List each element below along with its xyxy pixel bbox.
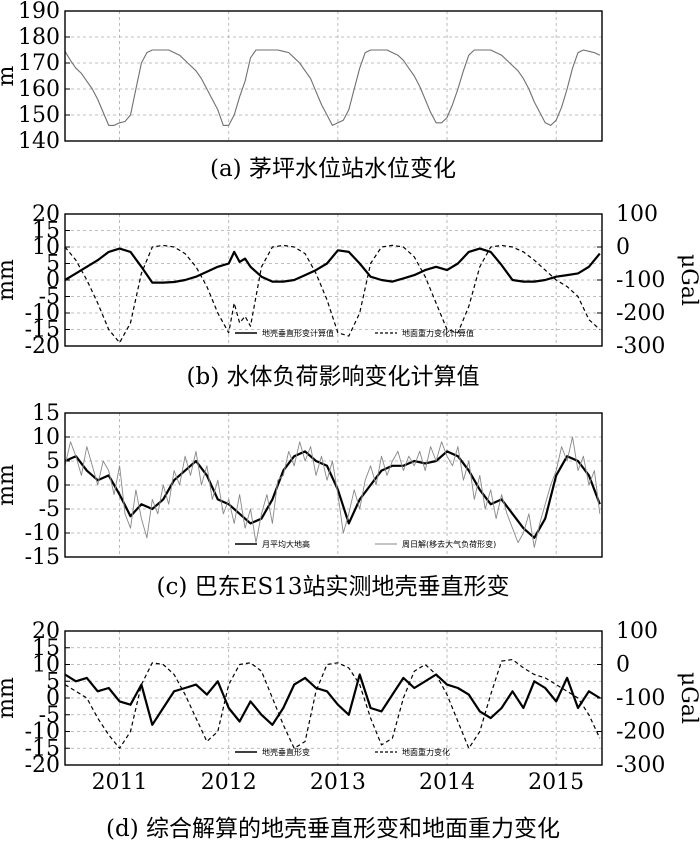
plot-area-b: -20-15-10-505101520mm-300-200-1000100μGa… <box>0 202 700 359</box>
y2-tick-label-d: -100 <box>616 686 665 711</box>
y-tick-label-d: 5 <box>46 669 60 694</box>
y2-tick-label-b: 0 <box>616 235 630 260</box>
y2-tick-label-b: -100 <box>616 268 665 293</box>
series-line-b-1 <box>64 244 601 344</box>
y-tick-label-a: 190 <box>18 0 60 24</box>
y-axis-label-c: mm <box>0 464 19 506</box>
y-tick-label-b: -5 <box>39 285 60 310</box>
y-tick-label-d: 0 <box>46 686 60 711</box>
series-line-d-1 <box>64 658 601 749</box>
y-axis-label-d: mm <box>0 677 19 719</box>
panel-d: -20-15-10-505101520mm-300-200-1000100μGa… <box>0 619 700 842</box>
y2-tick-label-d: -300 <box>616 753 665 778</box>
y-tick-label-c: 5 <box>46 449 60 474</box>
y-tick-label-a: 160 <box>18 77 60 102</box>
caption-c: (c) 巴东ES13站实测地壳垂直形变 <box>157 574 510 600</box>
y2-axis-label-b: μGal <box>676 254 700 306</box>
x-tick-label-d: 2015 <box>528 770 584 795</box>
series-line-d-0 <box>64 673 601 726</box>
x-tick-label-d: 2014 <box>419 770 475 795</box>
y-tick-label-a: 180 <box>18 25 60 50</box>
x-tick-label-d: 2012 <box>201 770 257 795</box>
y2-tick-label-d: -200 <box>616 720 665 745</box>
legend-label-b-0: 地壳垂直形变计算值 <box>262 328 334 338</box>
legend-label-d-0: 地壳垂直形变 <box>262 747 310 757</box>
y-tick-label-b: 0 <box>46 268 60 293</box>
y-tick-label-d: 10 <box>32 653 60 678</box>
y-axis-label-b: mm <box>0 259 19 301</box>
x-tick-label-d: 2013 <box>310 770 366 795</box>
panel-b: -20-15-10-505101520mm-300-200-1000100μGa… <box>0 202 700 390</box>
y-tick-label-a: 140 <box>18 129 60 154</box>
y-tick-label-d: 20 <box>32 619 60 644</box>
y-tick-label-c: 10 <box>32 425 60 450</box>
y-tick-label-a: 150 <box>18 103 60 128</box>
plot-frame-b <box>64 213 603 347</box>
y2-axis-label-d: μGal <box>676 672 700 724</box>
legend-label-d-1: 地面重力变化 <box>402 747 450 757</box>
y2-tick-label-d: 100 <box>616 619 658 644</box>
series-line-b-0 <box>64 247 601 284</box>
plot-frame-a <box>64 10 603 142</box>
y-tick-label-c: 15 <box>32 401 60 426</box>
y-tick-label-b: -15 <box>25 318 60 343</box>
y-tick-label-b: -10 <box>25 301 60 326</box>
y-tick-label-a: 170 <box>18 51 60 76</box>
series-line-c-1 <box>64 436 601 548</box>
y2-tick-label-b: 100 <box>616 202 658 227</box>
legend-label-b-1: 地面重力变化计算值 <box>402 328 474 338</box>
y-tick-label-d: 15 <box>32 636 60 661</box>
series-line-a-0 <box>64 49 601 126</box>
plot-frame-d <box>64 630 603 766</box>
legend-label-c-0: 月平均大地高 <box>262 539 310 549</box>
y-tick-label-b: -20 <box>25 334 60 359</box>
caption-a: (a) 茅坪水位站水位变化 <box>210 156 456 182</box>
y-tick-label-c: -5 <box>39 497 60 522</box>
y-tick-label-c: 0 <box>46 473 60 498</box>
plot-frame-c <box>64 412 603 558</box>
y2-tick-label-d: 0 <box>616 653 630 678</box>
caption-d: (d) 综合解算的地壳垂直形变和地面重力变化 <box>106 816 560 842</box>
y-tick-label-b: 10 <box>32 235 60 260</box>
legend-label-c-1: 周日解(移去大气负荷形变) <box>402 539 496 549</box>
series-line-c-0 <box>64 450 601 539</box>
y-tick-label-d: -5 <box>39 703 60 728</box>
caption-b: (b) 水体负荷影响变化计算值 <box>187 364 480 390</box>
plot-area-d: -20-15-10-505101520mm-300-200-1000100μGa… <box>0 619 700 795</box>
y-tick-label-c: -10 <box>25 521 60 546</box>
y-tick-label-c: -15 <box>25 545 60 570</box>
y2-tick-label-b: -300 <box>616 334 665 359</box>
y-tick-label-d: -20 <box>25 753 60 778</box>
y-tick-label-b: 5 <box>46 252 60 277</box>
y-tick-label-b: 20 <box>32 202 60 227</box>
y-tick-label-d: -15 <box>25 736 60 761</box>
y-tick-label-b: 15 <box>32 219 60 244</box>
x-tick-label-d: 2011 <box>92 770 148 795</box>
y-tick-label-d: -10 <box>25 720 60 745</box>
y-axis-label-a: m <box>0 65 19 86</box>
y2-tick-label-b: -200 <box>616 301 665 326</box>
